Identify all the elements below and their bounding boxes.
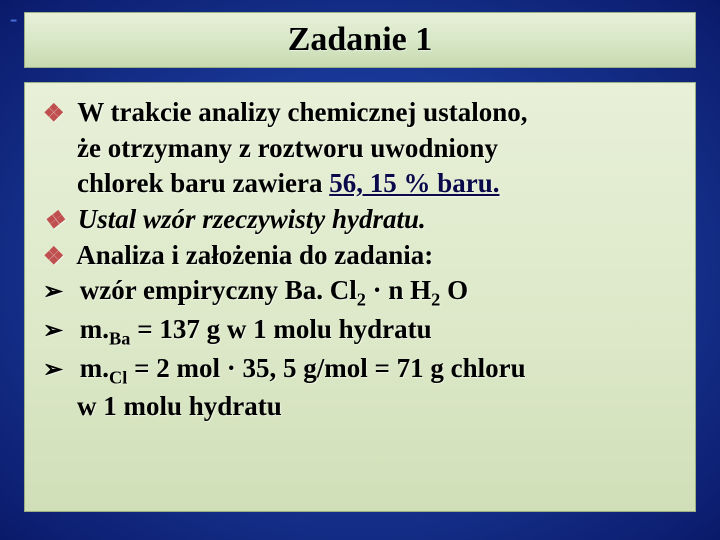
paragraph-6-line-1: m.Cl = 2 mol · 35, 5 g/mol = 71 g chloru xyxy=(43,351,677,390)
content-box: W trakcie analizy chemicznej ustalono, ż… xyxy=(24,82,696,512)
text: m. xyxy=(80,353,109,383)
paragraph-3: Analiza i założenia do zadania: xyxy=(43,238,677,274)
text: = 2 mol · 35, 5 g/mol = 71 g chloru xyxy=(127,353,525,383)
paragraph-2: Ustal wzór rzeczywisty hydratu. xyxy=(43,202,677,238)
text: m. xyxy=(80,314,109,344)
paragraph-5: m.Ba = 137 g w 1 molu hydratu xyxy=(43,312,677,351)
text: = 137 g w 1 molu hydratu xyxy=(130,314,431,344)
subscript: 2 xyxy=(431,290,440,310)
paragraph-4: wzór empiryczny Ba. Cl2 · n H2 O xyxy=(43,273,677,312)
paragraph-1-line-2: że otrzymany z roztworu uwodniony xyxy=(43,131,677,167)
text: W trakcie analizy chemicznej ustalono, xyxy=(77,97,527,127)
title-box: Zadanie 1 xyxy=(24,12,696,68)
subscript: 2 xyxy=(357,290,366,310)
paragraph-6-line-2: w 1 molu hydratu xyxy=(43,389,677,425)
percent-value: 56, 15 % baru. xyxy=(329,168,499,198)
slide-title: Zadanie 1 xyxy=(288,21,433,59)
text: Ustal wzór rzeczywisty hydratu. xyxy=(78,204,426,234)
text: wzór empiryczny Ba. Cl xyxy=(80,275,357,305)
paragraph-1-line-3: chlorek baru zawiera 56, 15 % baru. xyxy=(43,166,677,202)
text: Analiza i założenia do zadania: xyxy=(76,240,433,270)
subscript: Ba xyxy=(109,328,130,348)
text: chlorek baru zawiera xyxy=(77,168,329,198)
text: · n H xyxy=(366,275,431,305)
subscript: Cl xyxy=(109,367,127,387)
paragraph-1-line-1: W trakcie analizy chemicznej ustalono, xyxy=(43,95,677,131)
text: O xyxy=(440,275,468,305)
